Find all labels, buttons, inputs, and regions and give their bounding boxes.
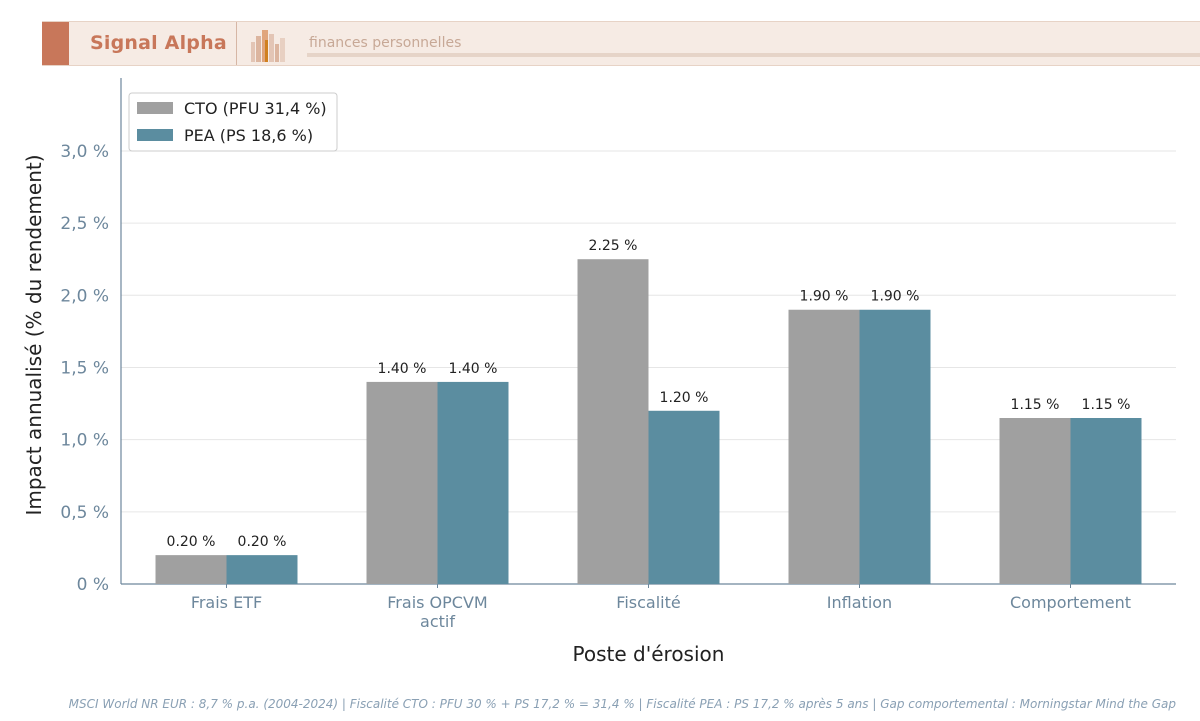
bar-pea (648, 410, 720, 584)
legend-label: PEA (PS 18,6 %) (184, 126, 313, 145)
brand-name: Signal Alpha (90, 32, 227, 54)
y-tick-label: 2,0 % (60, 286, 109, 306)
x-tick-label: Comportement (1010, 593, 1131, 612)
bar-cto (788, 309, 860, 584)
legend-swatch (137, 102, 173, 114)
x-tick-label: Frais OPCVM (387, 593, 487, 612)
x-tick-label: Frais ETF (191, 593, 262, 612)
data-label: 1.90 % (800, 289, 849, 305)
header-divider (236, 22, 237, 65)
x-tick-label: Fiscalité (616, 593, 680, 612)
y-tick-label: 2,5 % (60, 214, 109, 234)
bar-pea (437, 381, 509, 584)
data-label: 1.40 % (449, 361, 498, 377)
city-skyline-icon (251, 30, 285, 62)
data-label: 1.20 % (660, 390, 709, 406)
data-label: 1.40 % (378, 361, 427, 377)
data-label: 0.20 % (238, 534, 287, 550)
header-banner: Signal Alpha finances personnelles (42, 21, 1200, 66)
bar-cto (577, 259, 649, 584)
source-note: MSCI World NR EUR : 8,7 % p.a. (2004-202… (68, 697, 1176, 711)
y-axis-title: Impact annualisé (% du rendement) (22, 154, 46, 515)
brand-tagline: finances personnelles (309, 35, 462, 51)
data-label: 2.25 % (589, 238, 638, 254)
bar-chart: 0 % 0,5 % 1,0 % 1,5 % 2,0 % 2,5 % 3,0 % 0.20 % 0… (22, 78, 1176, 666)
y-tick-label: 1,0 % (60, 431, 109, 451)
y-tick-label: 1,5 % (60, 358, 109, 378)
legend-label: CTO (PFU 31,4 %) (184, 99, 327, 118)
bar-pea (1070, 418, 1142, 584)
y-tick-label: 0 % (77, 575, 109, 595)
bar-pea (859, 309, 931, 584)
y-tick-label: 3,0 % (60, 142, 109, 162)
legend-swatch (137, 129, 173, 141)
brand-color-block (42, 22, 69, 65)
y-tick-label: 0,5 % (60, 503, 109, 523)
bar-pea (226, 555, 298, 584)
data-label: 1.15 % (1082, 397, 1131, 413)
tagline-rule (307, 53, 1200, 57)
x-axis-title: Poste d'érosion (573, 642, 725, 666)
bar-cto (155, 555, 227, 584)
legend-box (128, 92, 338, 152)
data-label: 1.90 % (871, 289, 920, 305)
bar-cto (999, 418, 1071, 584)
x-tick-label: Inflation (827, 593, 892, 612)
data-label: 0.20 % (167, 534, 216, 550)
data-label: 1.15 % (1011, 397, 1060, 413)
x-tick-label: actif (420, 612, 455, 631)
bar-cto (366, 381, 438, 584)
